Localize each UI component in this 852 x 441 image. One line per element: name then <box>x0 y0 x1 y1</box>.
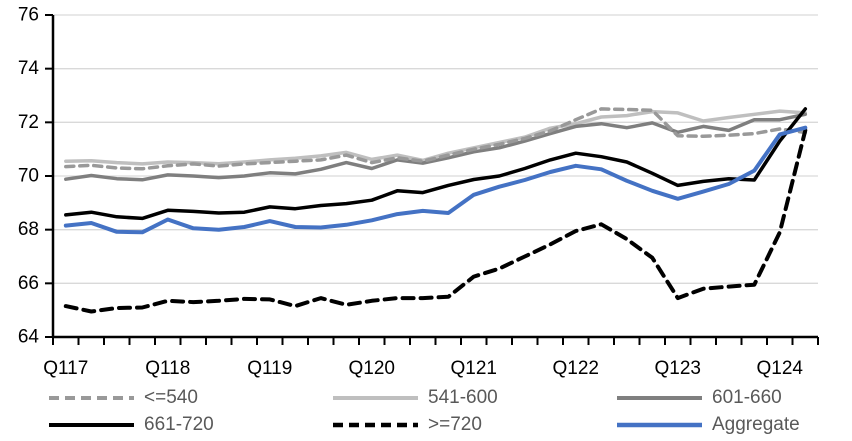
series-line-720 <box>63 128 808 314</box>
x-tick-label: Q124 <box>757 358 804 379</box>
x-tick-label: Q117 <box>43 358 88 379</box>
legend-label: <=540 <box>144 387 198 408</box>
legend-item-ge720: >=720 <box>332 414 482 436</box>
legend-label: >=720 <box>428 414 482 435</box>
x-tick-label: Q122 <box>553 358 599 379</box>
x-tick-label: Q121 <box>451 358 497 379</box>
legend-line-sample <box>49 423 134 427</box>
legend-line-sample <box>617 422 702 428</box>
y-tick-label: 76 <box>18 5 39 26</box>
legend-line-sample <box>49 396 134 400</box>
series-line-Aggregate <box>63 125 808 235</box>
y-tick-label: 66 <box>18 273 39 294</box>
x-tick-label: Q118 <box>145 358 190 379</box>
y-tick-label: 72 <box>18 112 39 133</box>
y-tick-label: 68 <box>18 219 39 240</box>
series-line-661720 <box>64 107 808 221</box>
legend-label: 661-720 <box>144 414 214 435</box>
y-tick-label: 64 <box>18 327 40 348</box>
legend-line-sample <box>333 422 418 428</box>
legend-item-541-600: 541-600 <box>332 387 498 409</box>
y-tick-label: 70 <box>18 166 39 187</box>
legend-label: Aggregate <box>712 414 800 435</box>
series-line-601660 <box>64 112 808 182</box>
x-tick-label: Q119 <box>247 358 292 379</box>
legend-item-aggregate: Aggregate <box>616 414 800 436</box>
legend-label: 601-660 <box>712 387 782 408</box>
legend-item-le540: <=540 <box>48 387 198 409</box>
x-tick-label: Q120 <box>349 358 395 379</box>
legend-line-sample <box>617 396 702 400</box>
x-tick-label: Q123 <box>655 358 701 379</box>
legend-line-sample <box>333 396 418 400</box>
legend-item-601-660: 601-660 <box>616 387 782 409</box>
series-line-541600 <box>64 109 808 166</box>
series-line-540 <box>64 107 808 171</box>
legend-item-661-720: 661-720 <box>48 414 214 436</box>
y-tick-label: 74 <box>18 58 40 79</box>
legend-label: 541-600 <box>428 387 498 408</box>
